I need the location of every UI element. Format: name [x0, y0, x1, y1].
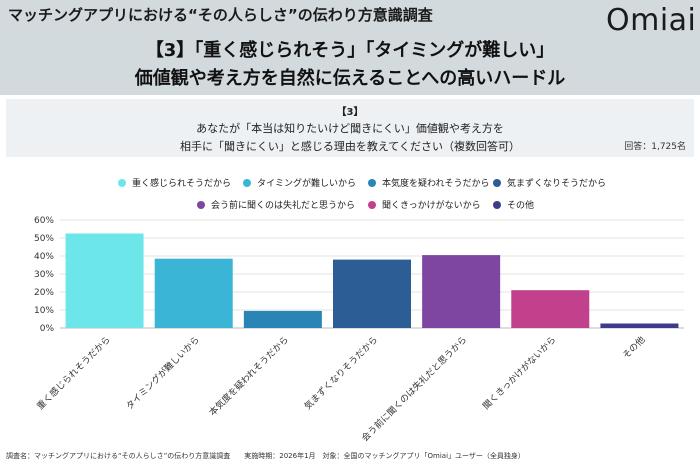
question-line2: 相手に「聞きにくい」と感じる理由を教えてください（複数回答可） — [180, 140, 520, 153]
legend-item: 気まずくなりそうだから — [493, 176, 606, 189]
header-banner: マッチングアプリにおける“その人らしさ”の伝わり方意識調査 Omiai 【3】「… — [0, 0, 700, 95]
y-tick-label: 20% — [34, 288, 54, 298]
legend-swatch — [243, 178, 251, 187]
legend-label: 本気度を疑われそうだから — [382, 179, 490, 189]
bar — [422, 255, 501, 328]
legend-swatch — [197, 200, 205, 209]
bar — [65, 233, 144, 328]
headline-line2: 価値観や考え方を自然に伝えることへの高いハードル — [134, 68, 566, 89]
chart-legend: 重く感じられそうだから タイミングが難しいから 本気度を疑われそうだから 気まずくなり… — [0, 172, 700, 212]
headline-line1: 【3】「重く感じられそう」「タイミングが難しい」 — [145, 40, 555, 61]
x-tick-label: 重く感じられそうだから — [34, 334, 112, 412]
bar — [333, 259, 411, 328]
y-tick-label: 0% — [40, 324, 55, 334]
legend-swatch — [368, 200, 376, 209]
bar — [154, 258, 233, 328]
legend-item: 聞くきっかけがないから — [368, 198, 481, 211]
y-tick-label: 10% — [34, 306, 54, 316]
y-tick-label: 60% — [34, 216, 54, 226]
question-line1: あなたが「本当は知りたいけど聞きにくい」価値観や考え方を — [196, 122, 504, 135]
survey-title: マッチングアプリにおける“その人らしさ”の伝わり方意識調査 — [8, 6, 433, 24]
legend-label: 聞くきっかけがないから — [382, 201, 481, 211]
legend-item: 会う前に聞くのは失礼だと思うから — [197, 198, 355, 211]
footer-note: 調査名：マッチングアプリにおける“その人らしさ”の伝わり方意識調査 実施時期：2… — [6, 452, 525, 460]
bar — [511, 290, 590, 328]
x-tick-label: 聞くきっかけがないから — [480, 334, 558, 412]
x-tick-label: 本気度を疑われそうだから — [206, 334, 291, 419]
y-tick-label: 50% — [34, 234, 54, 244]
legend-swatch — [118, 178, 126, 187]
legend-label: タイミングが難しいから — [257, 179, 357, 189]
respondent-count: 回答：1,725名 — [624, 142, 686, 152]
legend-swatch — [493, 200, 501, 209]
legend-label: 気まずくなりそうだから — [507, 179, 607, 189]
legend-item: 本気度を疑われそうだから — [368, 176, 490, 189]
legend-swatch — [368, 178, 376, 187]
legend-item: その他 — [493, 198, 534, 211]
legend-label: 重く感じられそうだから — [132, 179, 232, 189]
bar — [600, 323, 679, 328]
y-tick-label: 40% — [34, 252, 54, 262]
question-box: 【3】 あなたが「本当は知りたいけど聞きにくい」価値観や考え方を 相手に「聞きに… — [6, 99, 694, 157]
omiai-logo: Omiai — [606, 3, 697, 38]
legend-item: 重く感じられそうだから — [118, 176, 231, 189]
x-tick-label: その他 — [620, 334, 648, 362]
legend-label: その他 — [507, 201, 535, 211]
x-tick-label: 気まずくなりそうだから — [302, 334, 380, 412]
legend-label: 会う前に聞くのは失礼だと思うから — [211, 201, 356, 211]
question-number: 【3】 — [336, 107, 364, 118]
x-tick-label: タイミングが難しいから — [123, 334, 201, 412]
bar-chart: 0% 10% 20% 30% 40% 50% 60% 重く感じられそうだから タイミングが難しい… — [34, 216, 684, 444]
legend-swatch — [493, 178, 501, 187]
x-tick-label: 会う前に聞くのは失礼だと思うから — [359, 334, 469, 444]
bar — [243, 310, 322, 328]
legend-item: タイミングが難しいから — [243, 176, 356, 189]
y-tick-label: 30% — [34, 270, 54, 280]
